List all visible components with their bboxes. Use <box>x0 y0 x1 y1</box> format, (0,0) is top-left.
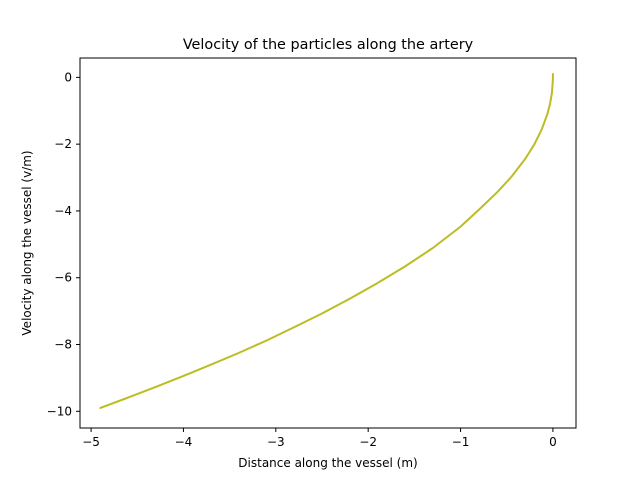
x-tick-label: −4 <box>175 435 193 449</box>
series-line-1 <box>99 73 554 409</box>
series-layer <box>99 73 554 409</box>
y-tick-label: −8 <box>54 338 72 352</box>
x-axis: −5 −4 −3 −2 −1 0 <box>82 428 557 449</box>
x-axis-label: Distance along the vessel (m) <box>238 456 417 470</box>
y-axis-label: Velocity along the vessel (v/m) <box>20 150 34 335</box>
x-tick-label: −3 <box>267 435 285 449</box>
x-tick-label: 0 <box>549 435 557 449</box>
chart-title: Velocity of the particles along the arte… <box>183 37 474 53</box>
x-tick-label: −1 <box>452 435 470 449</box>
y-tick-label: −4 <box>54 204 72 218</box>
x-tick-label: −2 <box>359 435 377 449</box>
y-tick-label: 0 <box>64 70 72 84</box>
x-tick-label: −5 <box>82 435 100 449</box>
y-tick-label: −6 <box>54 271 72 285</box>
plot-frame <box>79 57 577 429</box>
y-axis: −10 −8 −6 −4 −2 0 <box>47 70 80 418</box>
y-tick-label: −2 <box>54 137 72 151</box>
y-tick-label: −10 <box>47 404 72 418</box>
